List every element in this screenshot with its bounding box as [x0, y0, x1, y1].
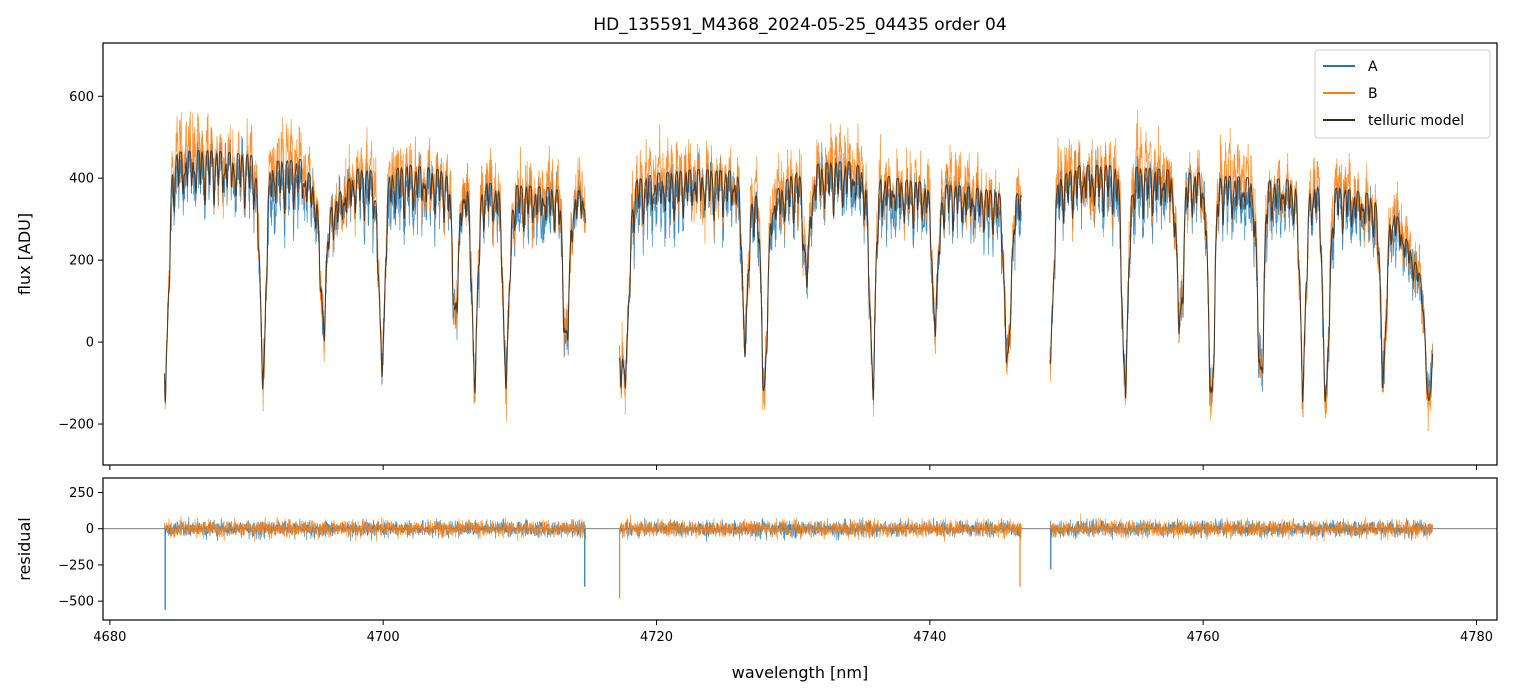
flux-ytick-label: 200	[69, 254, 94, 269]
residual-b-line	[1049, 513, 1433, 542]
xtick-label: 4780	[1460, 630, 1493, 645]
legend-label-telluric: telluric model	[1368, 113, 1464, 129]
residual-axes-frame	[102, 477, 1498, 621]
telluric-model-line	[163, 150, 586, 403]
flux-ytick-label: 600	[69, 90, 94, 105]
residual-ytick-label: 250	[69, 486, 94, 501]
legend-label-b: B	[1368, 86, 1378, 102]
xtick-label: 4760	[1187, 630, 1220, 645]
residual-ytick-label: −500	[58, 595, 94, 610]
legend: A B telluric model	[1314, 49, 1491, 139]
flux-panel: −200 0 200 400 600 flux [ADU] A B telluric m…	[15, 42, 1498, 470]
chart-title: HD_135591_M4368_2024-05-25_04435 order 0…	[593, 15, 1006, 35]
residual-panel: −500 −250 0 250 4680 4700 4720 4740 4760 4780 res…	[15, 477, 1498, 682]
flux-ytick-label: −200	[58, 418, 94, 433]
xtick-label: 4700	[367, 630, 400, 645]
xtick-label: 4740	[913, 630, 946, 645]
legend-box	[1314, 49, 1491, 139]
legend-label-a: A	[1368, 59, 1378, 75]
telluric-model-line	[1049, 164, 1434, 403]
residual-b-line	[619, 514, 1022, 542]
flux-axes-frame	[102, 42, 1498, 466]
residual-ytick-label: −250	[58, 558, 94, 573]
flux-ytick-label: 0	[86, 336, 94, 351]
flux-ytick-label: 400	[69, 172, 94, 187]
residual-ylabel: residual	[15, 517, 34, 580]
xlabel: wavelength [nm]	[732, 663, 869, 682]
xtick-label: 4720	[640, 630, 673, 645]
series-b-line	[164, 111, 586, 422]
xtick-label: 4680	[93, 630, 126, 645]
flux-ylabel: flux [ADU]	[15, 213, 34, 295]
residual-ytick-label: 0	[86, 522, 94, 537]
telluric-model-line	[619, 161, 1022, 401]
residual-b-line	[164, 516, 586, 542]
